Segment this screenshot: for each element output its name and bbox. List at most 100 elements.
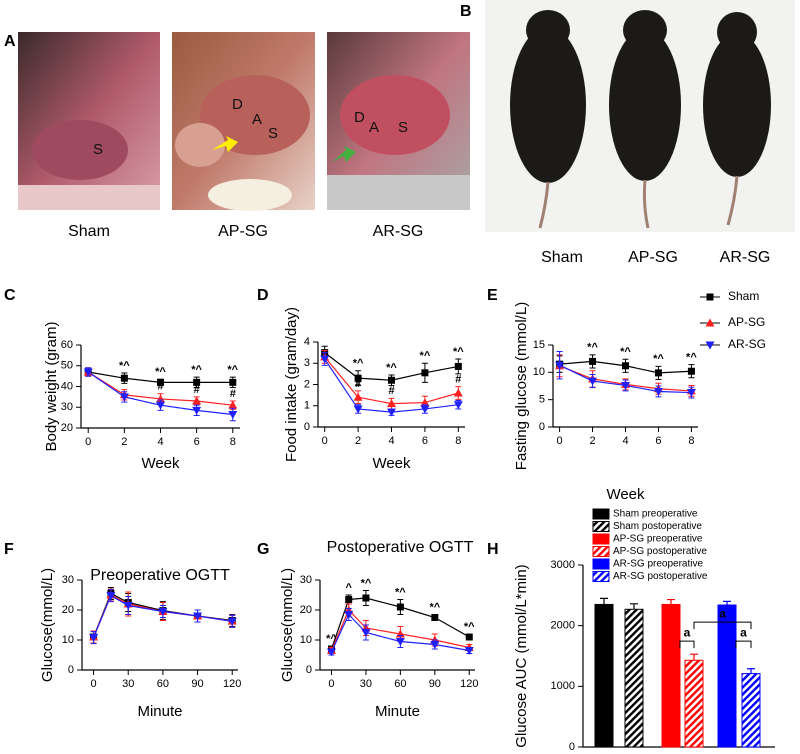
panel-label: D [257,287,269,304]
y-tick-label: 1000 [551,680,575,692]
x-tick-label: 0 [557,435,563,447]
x-axis-label: Week [372,455,411,472]
y-tick-label: 0 [569,741,575,753]
photo-mark: S [93,141,103,158]
marker [89,634,99,643]
marker [420,398,430,407]
series-line [330,608,470,651]
y-tick-label: 50 [61,360,73,372]
x-tick-label: 4 [157,436,163,448]
marker [420,405,430,414]
y-tick-label: 2000 [551,620,575,632]
y-tick-label: 10 [62,634,74,646]
y-tick-label: 2 [304,378,310,390]
bar [661,603,681,748]
marker [654,369,662,377]
bar [741,673,761,748]
marker [387,408,396,417]
marker [229,378,237,386]
marker [354,374,362,382]
marker [421,369,429,377]
marker [621,381,630,390]
marker [192,396,202,405]
y-tick-label: 40 [61,380,73,392]
marker [430,641,440,649]
x-tick-label: 0 [85,436,91,448]
y-tick-label: 30 [62,574,74,586]
panel-label: A [4,33,16,50]
annotation: *^ [620,346,631,358]
marker [453,401,463,410]
y-tick-label: 15 [533,339,545,351]
x-axis-label: Minute [137,703,182,720]
photo-mark: A [369,119,379,136]
marker [353,392,363,401]
panel-label: F [4,541,14,558]
y-tick-label: 3000 [551,559,575,571]
annotation: *^ [686,352,697,364]
annotation: # [455,374,461,386]
marker [361,629,371,637]
x-tick-label: 6 [422,435,428,447]
x-axis-label: Week [606,486,645,503]
photo-caption: AR-SG [720,249,771,266]
annotation: *^ [587,342,598,354]
x-tick-label: 6 [194,436,200,448]
marker [454,362,462,370]
annotation: # [157,381,163,393]
comparison-label: a [740,625,747,639]
annotation: *^ [653,353,664,365]
marker [431,614,439,621]
marker [353,405,363,414]
y-tick-label: 0 [539,421,545,433]
error-bar [630,603,638,610]
y-tick-label: 0 [306,664,312,676]
legend-label: Sham [728,289,759,303]
y-tick-label: 1 [304,400,310,412]
photo-mice [485,0,795,232]
marker [686,389,696,398]
marker [157,378,164,386]
x-tick-label: 60 [157,678,169,690]
x-tick-label: 30 [360,678,372,690]
photo-sham [18,32,160,210]
photo-mark: A [252,111,262,128]
bar [717,604,737,748]
legend-label: AR-SG postoperative [613,571,708,582]
panel-label: E [487,287,498,304]
marker [705,341,715,350]
photo-mark: D [354,109,365,126]
photo-caption: Sham [68,223,110,240]
marker [193,378,201,386]
x-tick-label: 120 [460,678,478,690]
marker [622,362,629,370]
legend-swatch [592,508,610,520]
x-tick-label: 8 [230,436,236,448]
legend-swatch [592,546,610,557]
marker [119,393,129,402]
marker [158,608,168,616]
y-axis-label: Glucose(mmol/L) [279,568,296,682]
y-axis-label: Body weight (gram) [43,321,60,451]
marker [388,376,395,384]
panel-label: B [460,3,472,20]
photo-mark: S [268,125,278,142]
marker [589,357,597,365]
marker [320,355,330,364]
y-tick-label: 20 [62,604,74,616]
marker [227,617,237,626]
marker [83,368,93,377]
legend-swatch [592,521,610,532]
chart-title: Postoperative OGTT [327,539,474,556]
marker [588,377,598,386]
annotation: *^ [119,360,130,372]
annotation: *^ [191,364,202,376]
x-tick-label: 8 [455,435,461,447]
marker [653,387,663,396]
marker [345,596,353,603]
x-axis-label: Week [141,455,180,472]
annotation: *^ [326,633,337,645]
y-tick-label: 10 [300,634,312,646]
marker [228,411,238,420]
